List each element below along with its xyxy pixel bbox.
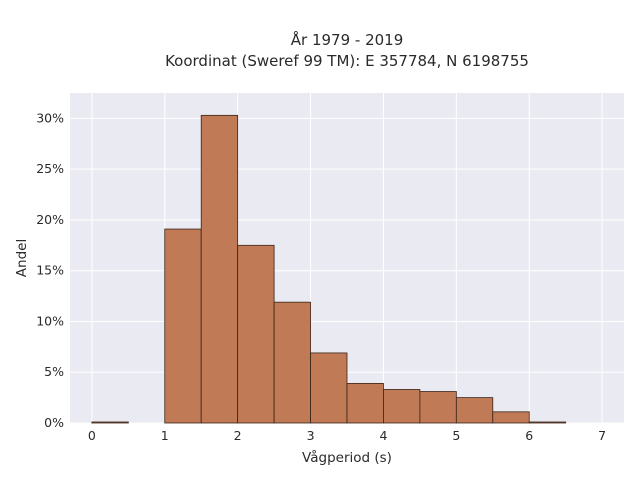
bar-9 xyxy=(419,391,457,424)
y-tick-label-0: 0% xyxy=(44,415,64,430)
bar-8 xyxy=(383,389,421,424)
y-axis-label: Andel xyxy=(14,239,30,277)
bar-3 xyxy=(200,114,239,424)
y-tick-label-5: 25% xyxy=(36,161,64,176)
x-tick-label-6: 6 xyxy=(525,428,533,443)
bar-7 xyxy=(346,382,384,424)
y-tick-label-4: 20% xyxy=(36,212,64,227)
bar-2 xyxy=(164,228,202,424)
y-tick-labels: 0% 5% 10% 15% 20% 25% 30% xyxy=(36,110,64,430)
y-tick-label-3: 15% xyxy=(36,263,64,278)
bar-0 xyxy=(91,421,129,424)
bar-4 xyxy=(237,244,275,424)
bars xyxy=(91,114,567,424)
chart-title-line-2: Koordinat (Sweref 99 TM): E 357784, N 61… xyxy=(165,52,529,70)
x-tick-labels: 0 1 2 3 4 5 6 7 xyxy=(88,428,606,443)
bar-10 xyxy=(455,397,494,424)
x-tick-label-7: 7 xyxy=(598,428,606,443)
y-tick-label-1: 5% xyxy=(44,364,64,379)
bar-11 xyxy=(492,411,530,424)
bar-5 xyxy=(273,301,311,424)
y-tick-label-2: 10% xyxy=(36,313,64,328)
x-tick-label-3: 3 xyxy=(307,428,315,443)
x-tick-label-1: 1 xyxy=(161,428,169,443)
x-tick-label-5: 5 xyxy=(452,428,460,443)
x-tick-label-4: 4 xyxy=(379,428,387,443)
bar-6 xyxy=(310,352,348,424)
y-tick-label-6: 30% xyxy=(36,110,64,125)
bar-12 xyxy=(528,421,567,424)
x-tick-label-2: 2 xyxy=(234,428,242,443)
x-tick-label-0: 0 xyxy=(88,428,96,443)
x-axis-label: Vågperiod (s) xyxy=(302,449,392,466)
chart-title-line-1: År 1979 - 2019 xyxy=(291,30,404,49)
